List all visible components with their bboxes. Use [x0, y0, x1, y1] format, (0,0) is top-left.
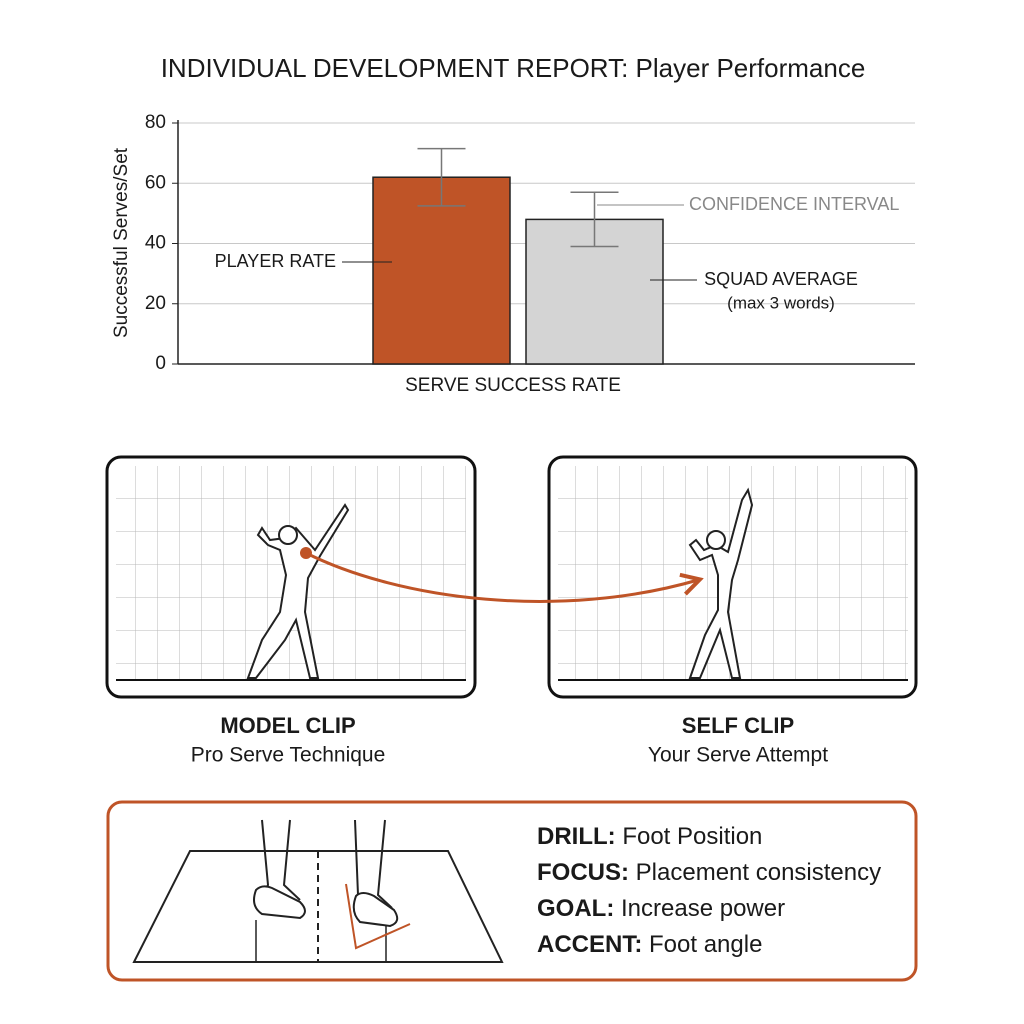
error-bar: [570, 191, 619, 248]
drill-key: FOCUS:: [537, 859, 629, 886]
clip-subtitle: Your Serve Attempt: [648, 744, 828, 767]
self-clip-panel: [547, 455, 918, 699]
annotation: CONFIDENCE INTERVAL: [689, 194, 899, 214]
bar: [372, 176, 511, 365]
x-tick-label: SERVE SUCCESS RATE: [405, 375, 621, 396]
drill-text: Increase power: [621, 895, 785, 922]
focus-dot: [300, 547, 312, 559]
drill-item: DRILL: Foot Position: [537, 823, 762, 850]
clip-subtitle: Pro Serve Technique: [191, 744, 386, 767]
drill-text: Foot Position: [622, 823, 762, 850]
y-tick-label: 80: [145, 112, 166, 133]
series-label: PLAYER RATE: [215, 251, 336, 271]
comparison-arrow: [305, 551, 698, 603]
y-tick-label: 60: [145, 172, 166, 193]
drill-text: Foot angle: [649, 931, 762, 958]
y-tick-label: 40: [145, 233, 166, 254]
clip-title: MODEL CLIP: [220, 713, 355, 738]
y-tick-label: 0: [155, 353, 166, 374]
drill-key: ACCENT:: [537, 931, 642, 958]
error-bar: [417, 147, 466, 207]
drill-item: ACCENT: Foot angle: [537, 931, 762, 958]
y-tick-label: 20: [145, 293, 166, 314]
drill-item: GOAL: Increase power: [537, 895, 785, 922]
drill-list: DRILL: Foot Position FOCUS: Placement con…: [537, 823, 881, 958]
drill-item: FOCUS: Placement consistency: [537, 859, 881, 886]
drill-text: Placement consistency: [636, 859, 881, 886]
drill-panel: [106, 800, 918, 982]
chart-title: INDIVIDUAL DEVELOPMENT REPORT: Player Pe…: [161, 53, 866, 83]
series-label: SQUAD AVERAGE: [704, 269, 858, 289]
drill-key: DRILL:: [537, 823, 616, 850]
y-axis-label: Successful Serves/Set: [111, 147, 132, 338]
bar-chart: 0 20 40 60 80 SERVE SUCCESS RATE PLAYER RATE SQ…: [145, 112, 915, 396]
annotation: (max 3 words): [727, 293, 835, 312]
drill-key: GOAL:: [537, 895, 614, 922]
model-clip-panel: [105, 455, 477, 699]
clip-title: SELF CLIP: [682, 713, 794, 738]
